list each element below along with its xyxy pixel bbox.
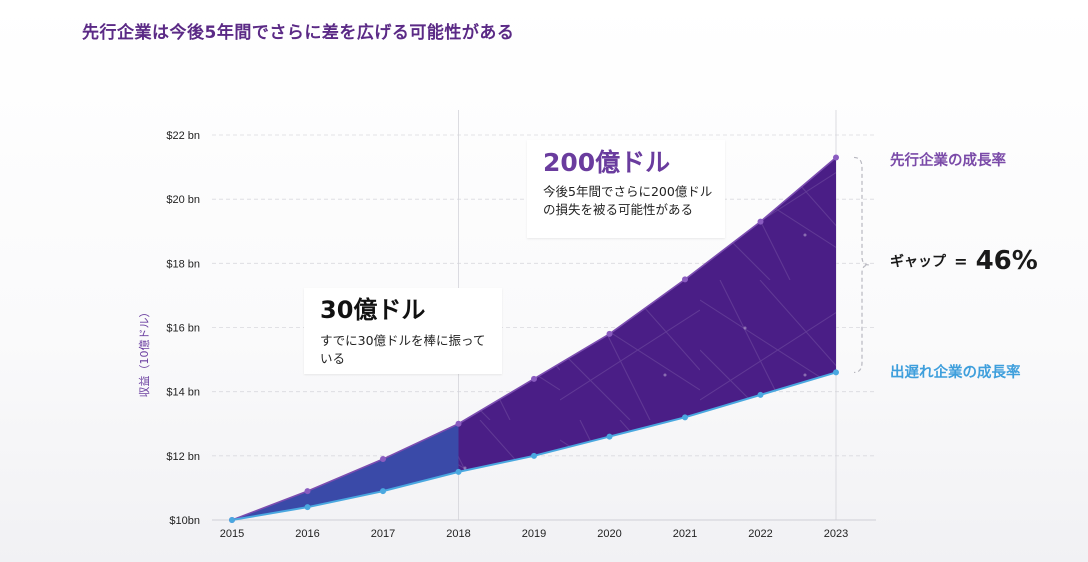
data-point-leader [606,330,613,337]
data-point-leader [682,276,688,283]
x-tick-label: 2020 [597,528,621,540]
data-point-laggard [757,391,764,398]
gap-equals: = [954,251,968,271]
past-loss-description: すでに30億ドルを棒に振っている [320,333,486,366]
gap-bracket [853,156,870,374]
y-tick-label: $16 bn [166,323,200,335]
x-tick-label: 2017 [371,528,395,540]
future-loss-description: 今後5年間でさらに200億ドルの損失を被る可能性がある [543,184,713,217]
gap-value: 46% [975,246,1038,276]
data-point-laggard [380,488,386,495]
data-point-laggard [531,452,537,459]
series-lines [229,154,839,523]
data-point-laggard [304,504,311,511]
y-tick-label: $10bn [169,515,200,527]
y-tick-label: $18 bn [166,258,200,270]
data-point-leader [531,375,537,382]
page-title: 先行企業は今後5年間でさらに差を広げる可能性がある [82,23,515,43]
y-tick-label: $14 bn [166,387,200,399]
legend-leader: 先行企業の成長率 [890,153,1006,169]
axis-ticks: $10bn $12 bn $14 bn $16 bn $18 bn $20 bn $22 b… [166,130,848,540]
x-tick-label: 2023 [824,528,848,540]
data-point-leader [304,488,311,495]
data-point-laggard [606,433,613,440]
legend-laggard: 出遅れ企業の成長率 [890,365,1021,381]
y-axis-label: 収益（10億ドル） [137,307,151,398]
gap-text: ギャップ [890,254,946,270]
future-loss-callout: 200億ドル 今後5年間でさらに200億ドルの損失を被る可能性がある [527,140,725,238]
y-tick-label: $20 bn [166,194,200,206]
past-loss-callout: 30億ドル すでに30億ドルを棒に振っている [304,288,502,374]
data-point-laggard [229,517,235,523]
y-tick-label: $22 bn [166,130,200,142]
x-tick-label: 2019 [522,528,546,540]
past-loss-amount: 30億ドル [320,296,426,324]
past-gap-area [232,423,459,520]
gap-bracket-path [853,156,870,374]
data-point-leader [455,420,462,427]
future-loss-amount: 200億ドル [543,148,671,177]
y-tick-label: $12 bn [166,451,200,463]
data-point-leader [757,218,764,225]
gap-label: ギャップ = 46% [890,246,1038,276]
data-point-laggard [682,414,688,421]
x-tick-label: 2022 [748,528,772,540]
x-tick-label: 2015 [220,528,244,540]
data-point-laggard [833,369,839,376]
x-tick-label: 2016 [295,528,319,540]
data-point-leader [380,456,386,463]
x-tick-label: 2018 [446,528,470,540]
x-tick-label: 2021 [673,528,697,540]
data-point-leader [833,154,839,161]
data-point-laggard [455,468,462,475]
